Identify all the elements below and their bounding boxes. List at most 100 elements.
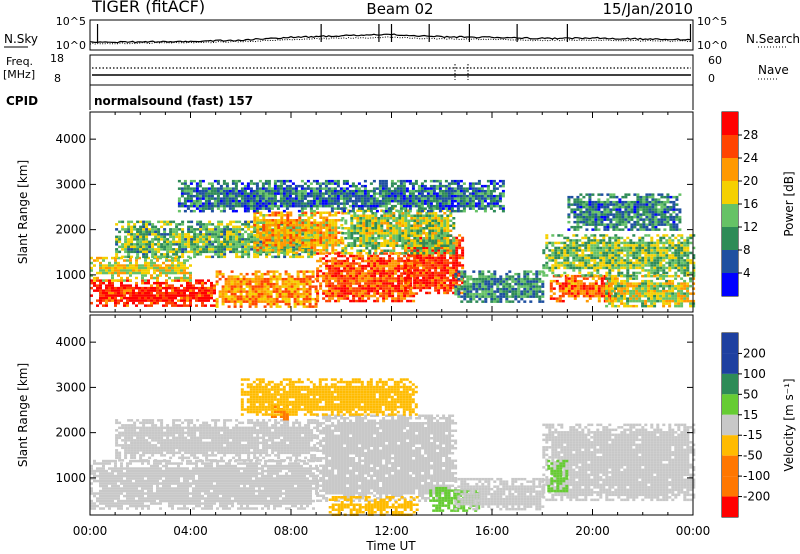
heatmap-cell [511, 287, 515, 291]
heatmap-cell [367, 257, 371, 260]
heatmap-cell [145, 253, 149, 256]
heatmap-cell [347, 242, 351, 245]
heatmap-cell [400, 272, 404, 275]
heatmap-cell [563, 266, 567, 270]
heatmap-cell [541, 280, 545, 283]
heatmap-cell [422, 269, 426, 272]
heatmap-cell [455, 246, 459, 250]
heatmap-cell [349, 287, 353, 290]
heatmap-cell [437, 286, 441, 290]
heatmap-cell [180, 299, 183, 302]
heatmap-cell [662, 264, 666, 267]
heatmap-cell [617, 299, 621, 303]
heatmap-cell [154, 235, 158, 239]
heatmap-cell [608, 244, 612, 247]
heatmap-cell [647, 287, 651, 290]
heatmap-cell [259, 221, 263, 224]
heatmap-cell [374, 217, 378, 220]
heatmap-cell [150, 301, 153, 305]
heatmap-cell [328, 289, 332, 293]
heatmap-cell [198, 281, 201, 285]
heatmap-cell [275, 305, 279, 308]
heatmap-cell [195, 294, 198, 297]
heatmap-cell [347, 237, 351, 240]
heatmap-cell [452, 261, 456, 265]
heatmap-cell [514, 297, 518, 301]
heatmap-cell [538, 272, 542, 276]
heatmap-cell [404, 209, 408, 212]
heatmap-cell [449, 229, 453, 232]
heatmap-cell [181, 228, 185, 231]
heatmap-cell [647, 256, 651, 260]
heatmap-cell [160, 253, 164, 256]
heatmap-cell [413, 214, 417, 217]
heatmap-cell [251, 287, 255, 291]
heatmap-cell [599, 254, 603, 257]
heatmap-cell [434, 237, 438, 240]
heatmap-cell [665, 241, 669, 245]
heatmap-cell [215, 275, 219, 278]
heatmap-cell [353, 217, 357, 220]
heatmap-cell [404, 242, 408, 245]
heatmap-cell [407, 269, 411, 272]
heatmap-cell [254, 305, 258, 308]
heatmap-cell [437, 227, 441, 230]
heatmap-cell [124, 235, 128, 239]
heatmap-cell [410, 244, 414, 247]
heatmap-cell [230, 275, 234, 278]
heatmap-cell [135, 296, 138, 300]
heatmap-cell [617, 259, 621, 262]
heatmap-cell [328, 284, 332, 288]
heatmap-cell [162, 299, 165, 302]
heatmap-cell [587, 256, 591, 260]
heatmap-cell [656, 256, 660, 260]
heatmap-cell [529, 285, 533, 288]
heatmap-cell [398, 214, 402, 217]
heatmap-cell [355, 262, 359, 265]
heatmap-cell [247, 228, 251, 231]
heatmap-cell [425, 232, 429, 235]
heatmap-cell [183, 271, 186, 275]
heatmap-cell [150, 284, 153, 287]
heatmap-cell [117, 299, 120, 302]
heatmap-cell [144, 269, 147, 272]
heatmap-cell [238, 240, 242, 244]
heatmap-cell [247, 220, 251, 224]
heatmap-cell [576, 287, 580, 290]
heatmap-cell [263, 297, 267, 301]
heatmap-cell [370, 264, 374, 268]
heatmap-cell [379, 267, 383, 270]
heatmap-cell [413, 242, 417, 245]
heatmap-cell [301, 229, 305, 232]
heatmap-cell [662, 287, 666, 290]
heatmap-cell [535, 277, 539, 281]
heatmap-cell [277, 250, 281, 254]
heatmap-cell [154, 250, 158, 254]
heatmap-cell [608, 254, 612, 257]
heatmap-cell [416, 227, 420, 230]
heatmap-cell [90, 301, 93, 305]
heatmap-cell [617, 256, 621, 260]
heatmap-cell [425, 246, 429, 250]
heatmap-cell [440, 244, 444, 247]
heatmap-cell [380, 237, 384, 240]
heatmap-cell [443, 286, 447, 290]
heatmap-cell [469, 295, 473, 298]
heatmap-cell [293, 302, 297, 306]
heatmap-cell [168, 269, 171, 272]
heatmap-cell [545, 254, 549, 257]
heatmap-cell [461, 251, 465, 255]
heatmap-cell [404, 234, 408, 237]
heatmap-cell [656, 249, 660, 252]
heatmap-cell [296, 295, 300, 298]
heatmap-cell [298, 255, 302, 259]
heatmap-cell [656, 274, 660, 277]
heatmap-cell [382, 287, 386, 290]
heatmap-cell [425, 239, 429, 242]
heatmap-cell [623, 254, 627, 257]
heatmap-cell [265, 248, 269, 251]
heatmap-cell [281, 297, 285, 301]
heatmap-cell [419, 254, 423, 257]
heatmap-cell [632, 299, 636, 303]
heatmap-cell [560, 251, 564, 255]
